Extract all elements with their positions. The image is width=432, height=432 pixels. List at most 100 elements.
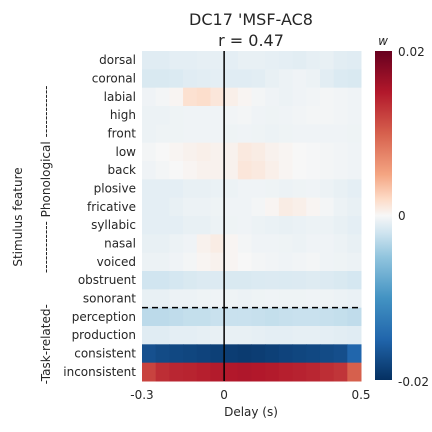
- heatmap-cell: [347, 362, 362, 382]
- heatmap-cell: [278, 326, 294, 345]
- heatmap-cell: [265, 252, 280, 272]
- heatmap-cell: [265, 87, 280, 107]
- heatmap-cell: [251, 326, 266, 345]
- heatmap-cell: [224, 344, 239, 364]
- heatmap-cell: [347, 124, 362, 144]
- group-label-phonological: ------------ Phonological ------------: [39, 86, 53, 274]
- heatmap-cell: [196, 344, 211, 364]
- heatmap-cell: [347, 289, 362, 309]
- heatmap-cell: [292, 161, 307, 180]
- heatmap-cell: [306, 234, 321, 254]
- heatmap-cell: [210, 69, 225, 89]
- heatmap-cell: [333, 252, 348, 272]
- heatmap-cell: [142, 234, 157, 254]
- heatmap-cell: [333, 234, 348, 254]
- heatmap-cell: [265, 106, 280, 125]
- heatmap-cell: [196, 51, 211, 70]
- heatmap-cell: [333, 106, 348, 125]
- heatmap-cell: [251, 271, 266, 290]
- y-axis-label: Stimulus feature: [11, 167, 25, 266]
- heatmap-cell: [306, 252, 321, 272]
- heatmap-cell: [210, 124, 225, 144]
- heatmap-cell: [155, 344, 170, 364]
- heatmap-cell: [319, 87, 335, 107]
- heatmap-cell: [183, 252, 198, 272]
- heatmap-cell: [155, 124, 170, 144]
- heatmap-cell: [224, 289, 239, 309]
- heatmap-cell: [155, 271, 170, 290]
- row-label: fricative: [87, 200, 136, 214]
- heatmap-cell: [237, 197, 252, 217]
- heatmap-cell: [237, 179, 252, 199]
- heatmap-cell: [278, 252, 294, 272]
- heatmap-cell: [155, 326, 170, 345]
- heatmap-cell: [292, 106, 307, 125]
- heatmap-cell: [292, 326, 307, 345]
- heatmap-cell: [251, 289, 266, 309]
- heatmap-cell: [142, 51, 157, 70]
- heatmap-cell: [224, 271, 239, 290]
- heatmap-cell: [224, 362, 239, 382]
- heatmap-cell: [278, 216, 294, 235]
- heatmap-cell: [224, 87, 239, 107]
- heatmap-cell: [224, 234, 239, 254]
- heatmap-cell: [278, 234, 294, 254]
- heatmap-cell: [169, 326, 184, 345]
- heatmap-cell: [169, 271, 184, 290]
- x-tick-label: 0.5: [351, 388, 370, 402]
- heatmap-cells: [142, 51, 362, 382]
- heatmap-cell: [251, 362, 266, 382]
- heatmap-cell: [265, 271, 280, 290]
- heatmap-cell: [278, 106, 294, 125]
- heatmap-cell: [278, 307, 294, 327]
- heatmap-cell: [210, 51, 225, 70]
- heatmap-cell: [333, 362, 348, 382]
- heatmap-cell: [224, 106, 239, 125]
- heatmap-cell: [292, 87, 307, 107]
- heatmap-cell: [265, 362, 280, 382]
- row-label: labial: [104, 90, 136, 104]
- row-label: consistent: [74, 347, 136, 361]
- heatmap-cell: [319, 234, 335, 254]
- heatmap-cell: [237, 252, 252, 272]
- row-label: coronal: [92, 72, 136, 86]
- heatmap-cell: [292, 344, 307, 364]
- heatmap-cell: [196, 216, 211, 235]
- heatmap-cell: [319, 216, 335, 235]
- heatmap-cell: [347, 69, 362, 89]
- heatmap-cell: [224, 252, 239, 272]
- heatmap-cell: [265, 69, 280, 89]
- heatmap-cell: [142, 197, 157, 217]
- heatmap-cell: [306, 307, 321, 327]
- heatmap-cell: [265, 289, 280, 309]
- heatmap-cell: [155, 179, 170, 199]
- heatmap-cell: [169, 362, 184, 382]
- heatmap-cell: [251, 307, 266, 327]
- heatmap-cell: [319, 252, 335, 272]
- heatmap-cell: [292, 271, 307, 290]
- heatmap-cell: [306, 142, 321, 162]
- heatmap-cell: [265, 326, 280, 345]
- heatmap-cell: [169, 51, 184, 70]
- heatmap-cell: [306, 179, 321, 199]
- heatmap-cell: [265, 344, 280, 364]
- heatmap-cell: [237, 51, 252, 70]
- heatmap-cell: [155, 307, 170, 327]
- heatmap-cell: [319, 106, 335, 125]
- heatmap-cell: [169, 289, 184, 309]
- heatmap-cell: [333, 69, 348, 89]
- heatmap-cell: [210, 179, 225, 199]
- heatmap-cell: [155, 106, 170, 125]
- heatmap-cell: [155, 51, 170, 70]
- heatmap-cell: [183, 69, 198, 89]
- heatmap-cell: [306, 161, 321, 180]
- row-label: sonorant: [83, 292, 136, 306]
- heatmap-cell: [142, 326, 157, 345]
- heatmap-cell: [155, 362, 170, 382]
- heatmap-cell: [224, 69, 239, 89]
- heatmap-cell: [333, 307, 348, 327]
- heatmap-cell: [183, 161, 198, 180]
- heatmap-cell: [333, 271, 348, 290]
- colorbar-label: w: [378, 34, 388, 48]
- heatmap-cell: [210, 161, 225, 180]
